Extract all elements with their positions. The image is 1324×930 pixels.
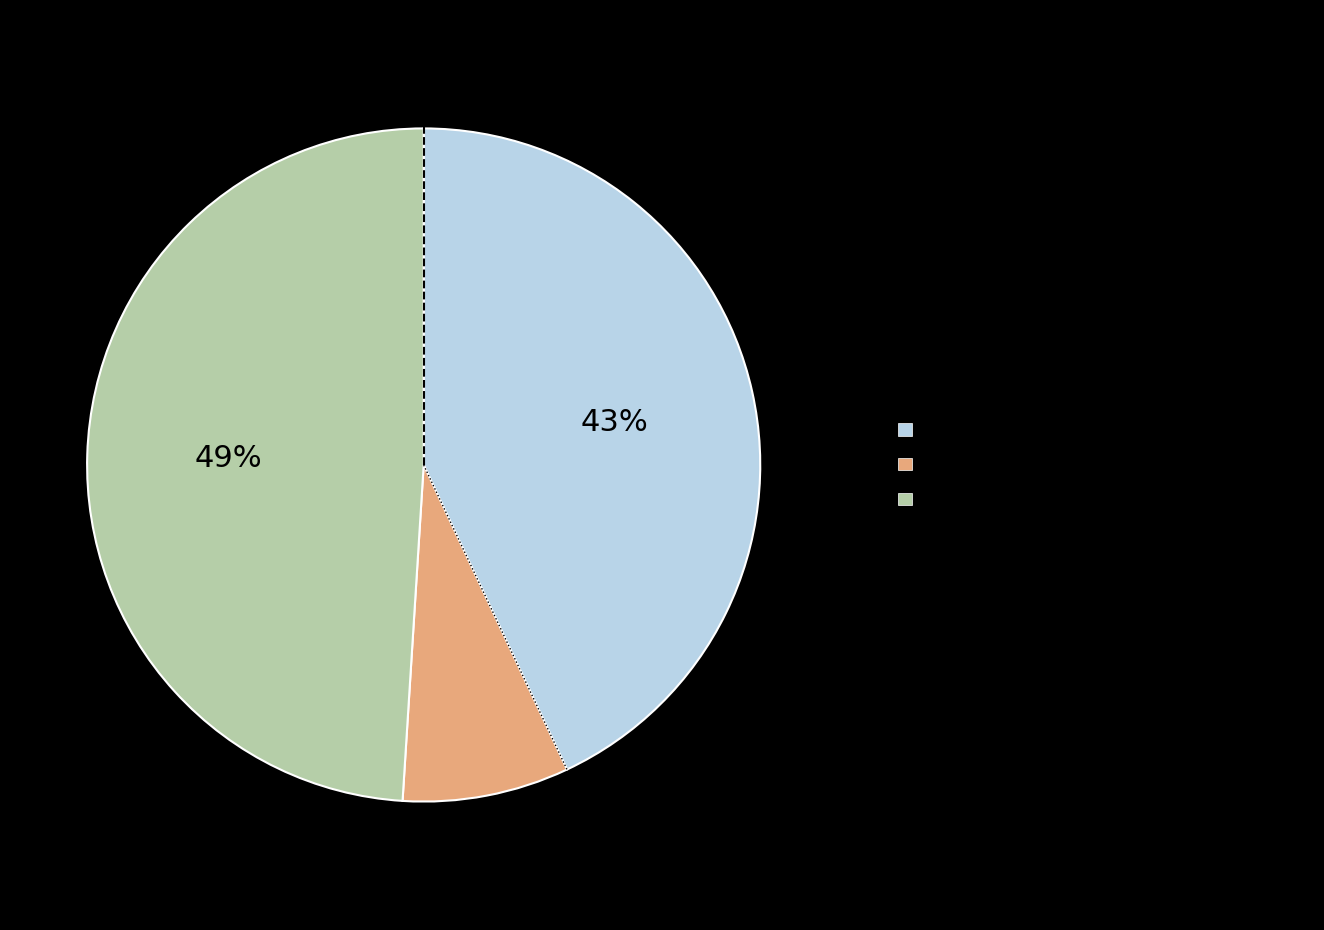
Wedge shape [424,128,760,769]
Text: 43%: 43% [580,408,647,437]
Legend: , , : , , [894,419,923,511]
Wedge shape [87,128,424,801]
Text: 49%: 49% [195,445,262,473]
Wedge shape [402,465,567,802]
